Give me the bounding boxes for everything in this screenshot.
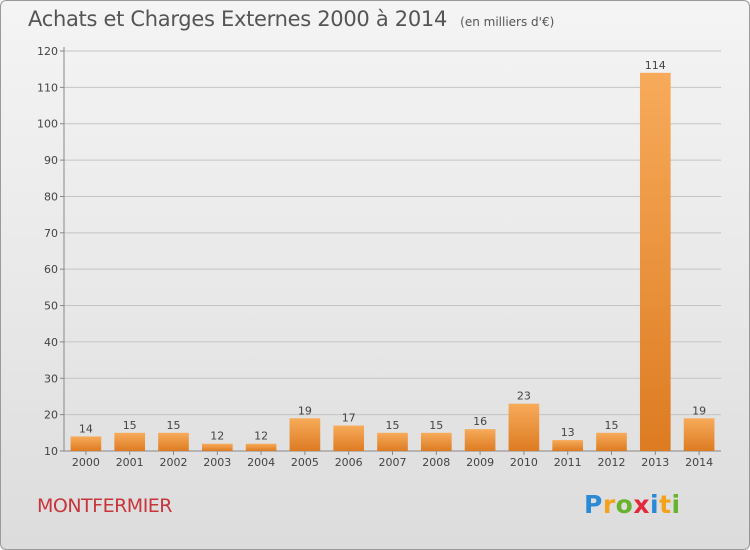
y-tick-label: 120 [37,45,58,58]
x-tick-label: 2004 [247,456,275,469]
chart-title-block: Achats et Charges Externes 2000 à 2014 (… [28,7,554,31]
x-tick-label: 2003 [203,456,231,469]
y-tick-label: 30 [44,372,58,385]
bar [333,425,365,451]
x-tick-label: 2012 [598,456,626,469]
x-tick-label: 2001 [116,456,144,469]
y-tick-label: 50 [44,300,58,313]
bar [158,432,189,451]
x-tick-label: 2002 [160,456,188,469]
x-tick-label: 2013 [641,456,669,469]
bar-value-label: 17 [342,412,356,425]
y-tick-label: 110 [37,81,58,94]
bar [552,440,584,451]
bar [683,418,715,451]
bar [377,432,408,451]
x-tick-label: 2010 [510,456,538,469]
x-tick-label: 2005 [291,456,319,469]
bar-value-label: 23 [517,390,531,403]
bar [201,443,233,451]
logo-letter: P [584,490,603,519]
y-tick-label: 90 [44,154,58,167]
bar-value-label: 15 [605,419,619,432]
x-tick-label: 2007 [379,456,407,469]
y-tick-label: 10 [44,445,58,458]
y-tick-label: 60 [44,263,58,276]
x-tick-label: 2006 [335,456,363,469]
bar-value-label: 114 [645,59,666,72]
logo-letter: i [671,490,681,519]
bar [114,432,146,451]
y-tick-label: 70 [44,227,58,240]
y-tick-label: 40 [44,336,58,349]
y-tick-label: 100 [37,118,58,131]
bar-value-label: 15 [123,419,137,432]
x-tick-label: 2008 [422,456,450,469]
bar-value-label: 19 [298,404,312,417]
y-tick-label: 80 [44,190,58,203]
bar-value-label: 15 [429,419,443,432]
logo-letter: r [602,490,616,519]
chart-unit: (en milliers d'€) [460,15,555,29]
bar-value-label: 13 [561,426,575,439]
logo-letter: x [633,490,650,519]
x-tick-label: 2009 [466,456,494,469]
y-tick-label: 20 [44,409,58,422]
bar-value-label: 15 [167,419,181,432]
bar-value-label: 15 [386,419,400,432]
bar [245,443,277,451]
bar-value-label: 12 [210,430,224,443]
bar-value-label: 14 [79,422,93,435]
x-tick-label: 2014 [685,456,713,469]
x-tick-label: 2011 [554,456,582,469]
proxiti-logo: Proxiti [584,490,681,519]
logo-letter: t [659,490,672,519]
bar [420,432,452,451]
bar [70,436,102,451]
bar [464,429,496,451]
logo-letter: i [650,490,660,519]
bar-value-label: 19 [692,404,706,417]
logo-letter: o [615,490,634,519]
bar [289,418,321,451]
bar [596,432,627,451]
bar [639,72,671,452]
bar-value-label: 12 [254,430,268,443]
city-name: MONTFERMIER [37,495,173,517]
bar [508,403,540,451]
x-tick-label: 2000 [72,456,100,469]
chart-title: Achats et Charges Externes 2000 à 2014 [28,7,448,31]
bar-value-label: 16 [473,415,487,428]
